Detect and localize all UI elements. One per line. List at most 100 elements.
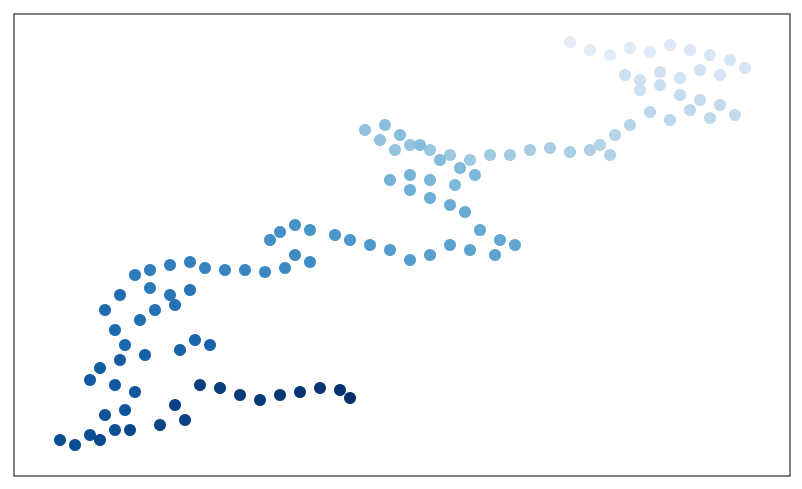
point xyxy=(714,99,726,111)
point xyxy=(494,234,506,246)
point xyxy=(454,162,466,174)
point xyxy=(489,249,501,261)
point xyxy=(404,169,416,181)
point xyxy=(414,139,426,151)
point xyxy=(664,114,676,126)
point xyxy=(444,239,456,251)
point xyxy=(264,234,276,246)
point xyxy=(134,314,146,326)
point xyxy=(69,439,81,451)
point xyxy=(54,434,66,446)
point xyxy=(684,104,696,116)
point xyxy=(344,234,356,246)
point xyxy=(704,49,716,61)
point xyxy=(84,374,96,386)
point xyxy=(674,72,686,84)
point xyxy=(234,389,246,401)
point xyxy=(674,89,686,101)
point xyxy=(239,264,251,276)
point xyxy=(509,239,521,251)
point xyxy=(619,69,631,81)
point xyxy=(94,434,106,446)
point xyxy=(304,224,316,236)
plot-frame xyxy=(13,13,791,477)
point xyxy=(294,386,306,398)
point xyxy=(359,124,371,136)
point xyxy=(654,66,666,78)
point xyxy=(364,239,376,251)
point xyxy=(389,144,401,156)
point xyxy=(149,304,161,316)
point xyxy=(379,119,391,131)
point xyxy=(154,419,166,431)
point xyxy=(344,392,356,404)
point xyxy=(424,174,436,186)
point xyxy=(119,339,131,351)
point xyxy=(729,109,741,121)
point xyxy=(214,382,226,394)
point xyxy=(424,144,436,156)
point xyxy=(444,199,456,211)
point xyxy=(189,334,201,346)
point xyxy=(504,149,516,161)
point xyxy=(174,344,186,356)
point xyxy=(634,74,646,86)
point xyxy=(164,259,176,271)
point xyxy=(139,349,151,361)
point xyxy=(424,192,436,204)
point xyxy=(384,174,396,186)
point xyxy=(254,394,266,406)
point xyxy=(199,262,211,274)
point xyxy=(84,429,96,441)
point xyxy=(594,139,606,151)
point xyxy=(564,36,576,48)
point xyxy=(109,424,121,436)
point xyxy=(449,179,461,191)
point xyxy=(169,399,181,411)
point xyxy=(434,154,446,166)
point xyxy=(289,249,301,261)
point xyxy=(99,409,111,421)
point xyxy=(129,386,141,398)
point xyxy=(194,379,206,391)
point xyxy=(484,149,496,161)
point xyxy=(184,284,196,296)
point xyxy=(604,49,616,61)
point xyxy=(584,44,596,56)
point xyxy=(314,382,326,394)
point xyxy=(94,362,106,374)
point xyxy=(469,169,481,181)
point xyxy=(124,424,136,436)
point xyxy=(274,226,286,238)
point xyxy=(99,304,111,316)
point xyxy=(644,106,656,118)
point xyxy=(204,339,216,351)
point xyxy=(644,46,656,58)
point xyxy=(384,244,396,256)
point xyxy=(144,282,156,294)
point xyxy=(129,269,141,281)
point xyxy=(289,219,301,231)
point xyxy=(279,262,291,274)
point xyxy=(394,129,406,141)
point xyxy=(304,256,316,268)
point xyxy=(334,384,346,396)
point xyxy=(444,149,456,161)
point xyxy=(144,264,156,276)
point xyxy=(114,354,126,366)
point xyxy=(274,389,286,401)
point xyxy=(609,129,621,141)
point xyxy=(404,254,416,266)
point xyxy=(624,119,636,131)
point xyxy=(464,244,476,256)
point xyxy=(184,256,196,268)
point xyxy=(164,289,176,301)
point xyxy=(179,414,191,426)
point xyxy=(109,324,121,336)
point xyxy=(704,112,716,124)
point xyxy=(664,39,676,51)
point xyxy=(524,144,536,156)
point xyxy=(739,62,751,74)
point xyxy=(404,184,416,196)
